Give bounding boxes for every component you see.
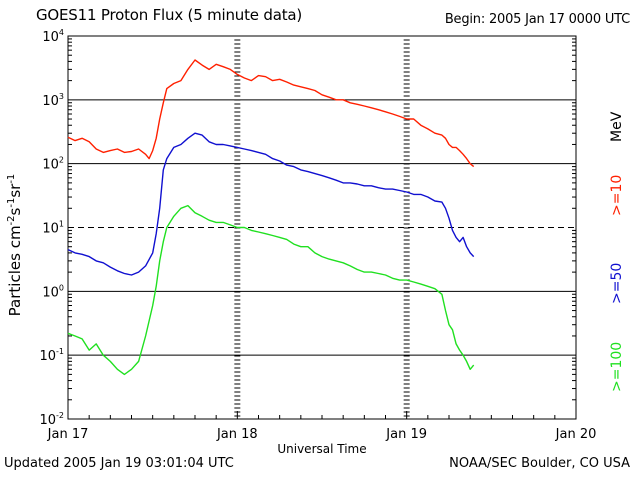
x-tick-label: Jan 17 bbox=[47, 427, 89, 442]
proton-flux-chart: 104 103 102 101 100 10-1 10-2 Jan 17 Jan 18 Jan … bbox=[0, 0, 640, 480]
legend-entry-p10: >=10 bbox=[609, 175, 625, 216]
begin-time: Begin: 2005 Jan 17 0000 UTC bbox=[445, 12, 630, 27]
y-tick-label: 102 bbox=[42, 156, 64, 173]
legend-unit: MeV bbox=[609, 112, 625, 142]
series-line-p100 bbox=[68, 206, 474, 375]
chart-title: GOES11 Proton Flux (5 minute data) bbox=[36, 6, 302, 24]
x-tick-label: Jan 19 bbox=[385, 427, 427, 442]
legend-entry-p100: >=100 bbox=[609, 342, 625, 392]
legend-entry-p50: >=50 bbox=[609, 263, 625, 304]
y-tick-label: 104 bbox=[42, 28, 64, 45]
credit-text: NOAA/SEC Boulder, CO USA bbox=[449, 456, 630, 471]
x-tick-label: Jan 20 bbox=[555, 427, 597, 442]
y-tick-label: 103 bbox=[42, 92, 64, 109]
y-tick-label: 101 bbox=[42, 220, 64, 237]
x-tick-label: Jan 18 bbox=[216, 427, 258, 442]
updated-timestamp: Updated 2005 Jan 19 03:01:04 UTC bbox=[4, 456, 234, 471]
series-line-p10 bbox=[68, 60, 474, 167]
y-tick-label: 100 bbox=[42, 283, 64, 300]
series-line-p50 bbox=[68, 133, 474, 275]
y-axis-label: Particles cm-2s-1sr-1 bbox=[6, 174, 24, 317]
y-tick-label: 10-2 bbox=[39, 411, 64, 428]
x-axis-label: Universal Time bbox=[277, 442, 366, 456]
y-tick-label: 10-1 bbox=[39, 347, 64, 364]
